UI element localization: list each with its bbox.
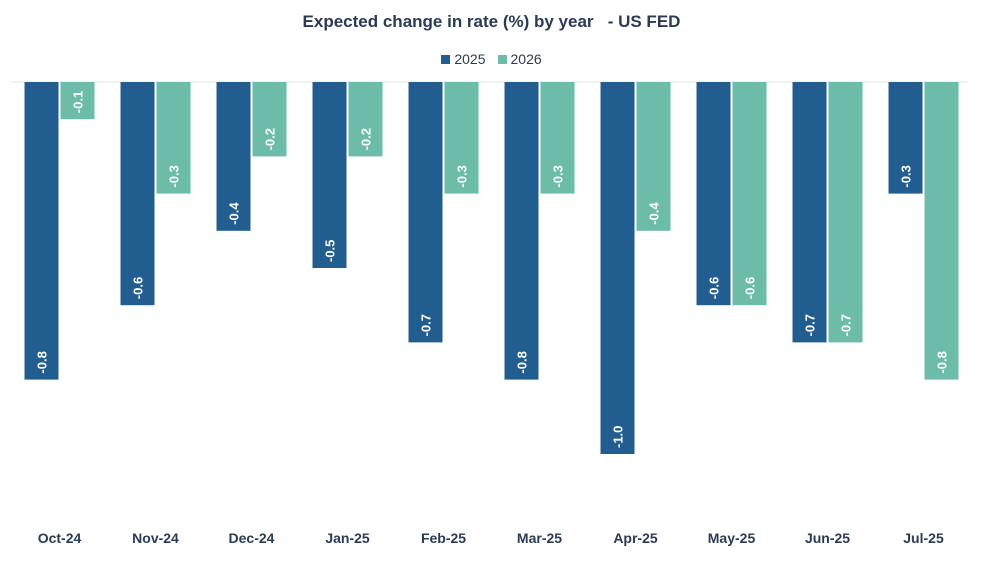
- value-label-2026-Dec-24: -0.2: [263, 128, 278, 150]
- category-label-Mar-25: Mar-25: [517, 530, 562, 546]
- value-label-2026-Jan-25: -0.2: [359, 128, 374, 150]
- bar-2025-Feb-25[interactable]: [408, 82, 443, 343]
- category-label-Jul-25: Jul-25: [903, 530, 944, 546]
- bar-2026-May-25[interactable]: [732, 82, 767, 306]
- legend-label-2026: 2026: [510, 51, 542, 67]
- bar-2026-Jan-25[interactable]: [348, 82, 383, 157]
- category-label-Jan-25: Jan-25: [325, 530, 370, 546]
- bar-2026-Jun-25[interactable]: [828, 82, 863, 343]
- value-label-2026-May-25: -0.6: [743, 277, 758, 299]
- bar-2025-Jun-25[interactable]: [792, 82, 827, 343]
- value-label-2026-Jun-25: -0.7: [839, 314, 854, 336]
- value-label-2025-Jan-25: -0.5: [323, 240, 338, 262]
- bar-2026-Dec-24[interactable]: [252, 82, 287, 157]
- value-label-2025-Oct-24: -0.8: [35, 351, 50, 373]
- value-label-2026-Oct-24: -0.1: [71, 91, 86, 113]
- category-label-May-25: May-25: [708, 530, 756, 546]
- bar-2025-Jan-25[interactable]: [312, 82, 347, 268]
- value-label-2025-May-25: -0.6: [707, 277, 722, 299]
- value-label-2026-Mar-25: -0.3: [551, 165, 566, 187]
- legend-label-2025: 2025: [454, 51, 486, 67]
- value-label-2026-Jul-25: -0.8: [935, 351, 950, 373]
- category-label-Dec-24: Dec-24: [229, 530, 275, 546]
- bar-2026-Jul-25[interactable]: [924, 82, 959, 380]
- bar-2026-Nov-24[interactable]: [156, 82, 191, 194]
- bar-2025-Mar-25[interactable]: [504, 82, 539, 380]
- category-label-Jun-25: Jun-25: [805, 530, 850, 546]
- bar-2026-Oct-24[interactable]: [60, 82, 95, 120]
- bar-2025-May-25[interactable]: [696, 82, 731, 306]
- legend-swatch-2025: [441, 54, 451, 64]
- category-label-Apr-25: Apr-25: [613, 530, 658, 546]
- bar-2026-Mar-25[interactable]: [540, 82, 575, 194]
- bars-group: -0.8 -0.1 -0.6 -0.3 -0.4 -0.2 -0.5 -0.2 -0.7 -0.3…: [24, 82, 959, 454]
- value-label-2025-Nov-24: -0.6: [131, 277, 146, 299]
- value-label-2025-Dec-24: -0.4: [227, 202, 242, 225]
- chart-title: Expected change in rate (%) by year - US…: [302, 12, 681, 31]
- bar-2026-Feb-25[interactable]: [444, 82, 479, 194]
- legend-item-2025[interactable]: 2025: [441, 51, 486, 67]
- value-label-2025-Mar-25: -0.8: [515, 351, 530, 373]
- bar-2025-Oct-24[interactable]: [24, 82, 59, 380]
- value-label-2026-Apr-25: -0.4: [647, 202, 662, 225]
- bar-2025-Nov-24[interactable]: [120, 82, 155, 306]
- bar-2026-Apr-25[interactable]: [636, 82, 671, 231]
- category-label-Feb-25: Feb-25: [421, 530, 466, 546]
- bar-2025-Jul-25[interactable]: [888, 82, 923, 194]
- value-label-2025-Jul-25: -0.3: [899, 165, 914, 187]
- value-label-2026-Nov-24: -0.3: [167, 165, 182, 187]
- category-label-Oct-24: Oct-24: [38, 530, 82, 546]
- legend-swatch-2026: [497, 54, 507, 64]
- bar-2025-Dec-24[interactable]: [216, 82, 251, 231]
- bar-2025-Apr-25[interactable]: [600, 82, 635, 454]
- category-label-Nov-24: Nov-24: [132, 530, 179, 546]
- category-labels: Oct-24 Nov-24 Dec-24 Jan-25 Feb-25 Mar-25 Apr-…: [38, 530, 944, 546]
- legend: 2025 2026: [0, 51, 983, 67]
- value-label-2026-Feb-25: -0.3: [455, 165, 470, 187]
- value-label-2025-Apr-25: -1.0: [611, 426, 626, 448]
- legend-item-2026[interactable]: 2026: [497, 51, 542, 67]
- value-label-2025-Feb-25: -0.7: [419, 314, 434, 336]
- value-label-2025-Jun-25: -0.7: [803, 314, 818, 336]
